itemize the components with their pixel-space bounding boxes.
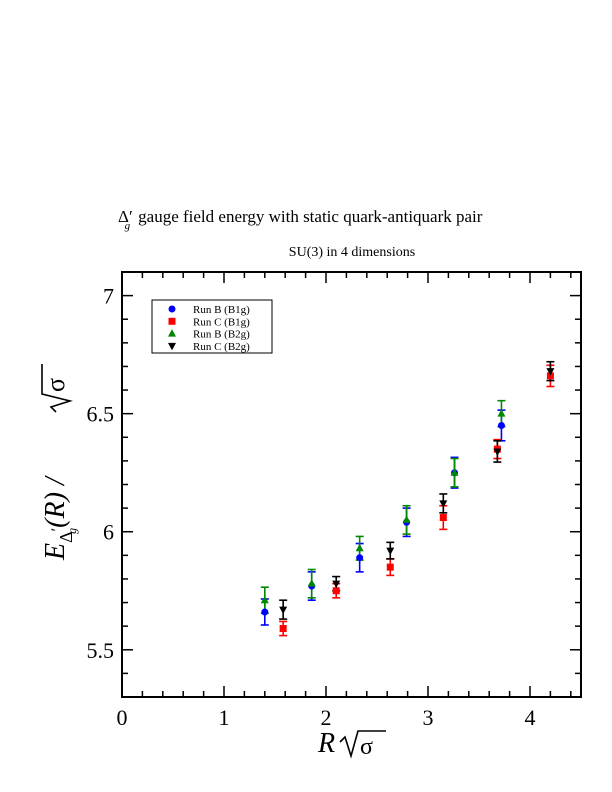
x-axis-label-main: R (317, 728, 335, 759)
legend-label: Run C (B1g) (193, 316, 250, 328)
y-tick-label: 7 (103, 284, 114, 309)
data-point (493, 448, 502, 456)
data-point (307, 579, 316, 587)
chart-title-text: gauge field energy with static quark-ant… (138, 207, 483, 226)
title-symbol-prime: ′ (129, 207, 133, 226)
legend-marker (168, 317, 176, 325)
data-point (450, 468, 459, 476)
data-point (546, 372, 554, 380)
error-bars (260, 360, 555, 637)
y-tick-label: 6.5 (87, 402, 115, 427)
x-tick-label: 4 (525, 705, 536, 730)
data-point (497, 421, 505, 429)
x-axis-sqrt-sign (339, 730, 386, 759)
data-point (332, 580, 341, 589)
y-axis-label-prime: ′ (49, 528, 66, 532)
y-axis-label-subsub: g (65, 528, 79, 534)
legend: Run B (B1g)Run C (B1g)Run B (B2g)Run C (… (151, 299, 273, 354)
x-tick-label: 3 (423, 705, 434, 730)
legend-label: Run B (B2g) (193, 329, 250, 341)
legend-label: Run C (B2g) (193, 341, 250, 353)
data-point (386, 547, 395, 556)
x-tick-label: 2 (321, 705, 332, 730)
data-point (546, 368, 555, 376)
data-point (355, 543, 364, 552)
data-point (261, 608, 269, 616)
data-markers (260, 368, 555, 633)
legend-label: Run B (B1g) (193, 304, 250, 316)
data-point (497, 409, 506, 417)
legend-marker (168, 305, 176, 313)
y-axis-label-sub: Δ (56, 531, 76, 543)
data-point (279, 625, 287, 633)
title-symbol: Δ (118, 207, 129, 226)
data-point (402, 515, 411, 523)
y-axis-label-E: E (40, 543, 71, 561)
y-axis-label-sigma: σ (41, 378, 70, 392)
legend-marker (168, 329, 176, 337)
data-point (356, 554, 364, 562)
svg-text:EΔ′g(R) /: EΔ′g(R) / (40, 475, 79, 561)
y-axis-label-arg: (R) / (40, 475, 71, 528)
chart-subtitle: SU(3) in 4 dimensions (289, 245, 415, 260)
tick-labels: 0 1 2 3 4 5.5 6 6.5 7 (87, 284, 536, 730)
data-point (279, 606, 288, 615)
x-axis-label-sigma: σ (360, 734, 373, 760)
y-tick-label: 6 (103, 520, 114, 545)
y-axis-sqrt-sign (41, 364, 73, 413)
data-point (332, 587, 340, 595)
title-symbol-sub: g (125, 220, 131, 232)
data-point (439, 500, 448, 508)
axis-ticks (121, 271, 581, 698)
legend-marker (168, 342, 176, 351)
data-point (260, 595, 269, 604)
x-axis-label: R (317, 728, 335, 759)
data-point (439, 514, 447, 522)
chart-title: Δ′g gauge field energy with static quark-… (118, 207, 483, 232)
y-tick-label: 5.5 (87, 638, 115, 663)
x-tick-label: 1 (219, 705, 230, 730)
y-axis-label: EΔ′g(R) / σ (40, 364, 79, 561)
x-tick-label: 0 (117, 705, 128, 730)
data-point (386, 563, 394, 571)
